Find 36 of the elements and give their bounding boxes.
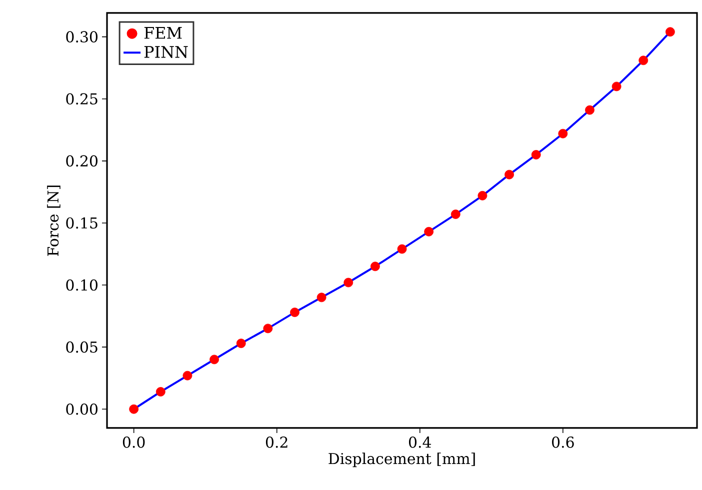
legend-label: PINN — [144, 46, 188, 58]
point — [397, 244, 407, 254]
point — [424, 226, 434, 236]
y-tick-label: 0.30 — [66, 31, 98, 42]
x-tick-label: 0.0 — [122, 436, 145, 448]
x-tick-label: 0.2 — [266, 436, 288, 448]
y-axis-title: Force [N] — [47, 186, 60, 256]
y-tick-label: 0.05 — [66, 341, 98, 353]
point — [558, 128, 568, 138]
point — [612, 82, 622, 92]
y-tick-label: 0.20 — [66, 155, 98, 167]
point — [182, 370, 192, 380]
point — [450, 210, 460, 219]
y-tick-label: 0.25 — [66, 93, 98, 105]
point — [290, 308, 300, 318]
point — [156, 387, 166, 396]
x-axis-title: Displacement [mm] — [328, 452, 475, 468]
point — [370, 262, 380, 272]
point — [344, 278, 354, 288]
point — [665, 27, 675, 37]
y-tick-label: 0.10 — [66, 279, 98, 291]
y-tick-label: 0.15 — [66, 217, 98, 229]
point — [236, 338, 246, 348]
point — [638, 56, 648, 66]
point — [129, 404, 139, 414]
point — [585, 105, 594, 115]
legend-label: FEM — [144, 27, 182, 39]
point — [210, 354, 219, 364]
point — [504, 170, 514, 180]
x-tick-label: 0.6 — [552, 436, 574, 448]
y-tick-label: 0.00 — [66, 403, 98, 415]
point — [263, 324, 273, 334]
point — [316, 292, 326, 302]
x-tick-label: 0.4 — [408, 436, 432, 448]
point — [478, 190, 488, 200]
point — [531, 150, 541, 160]
